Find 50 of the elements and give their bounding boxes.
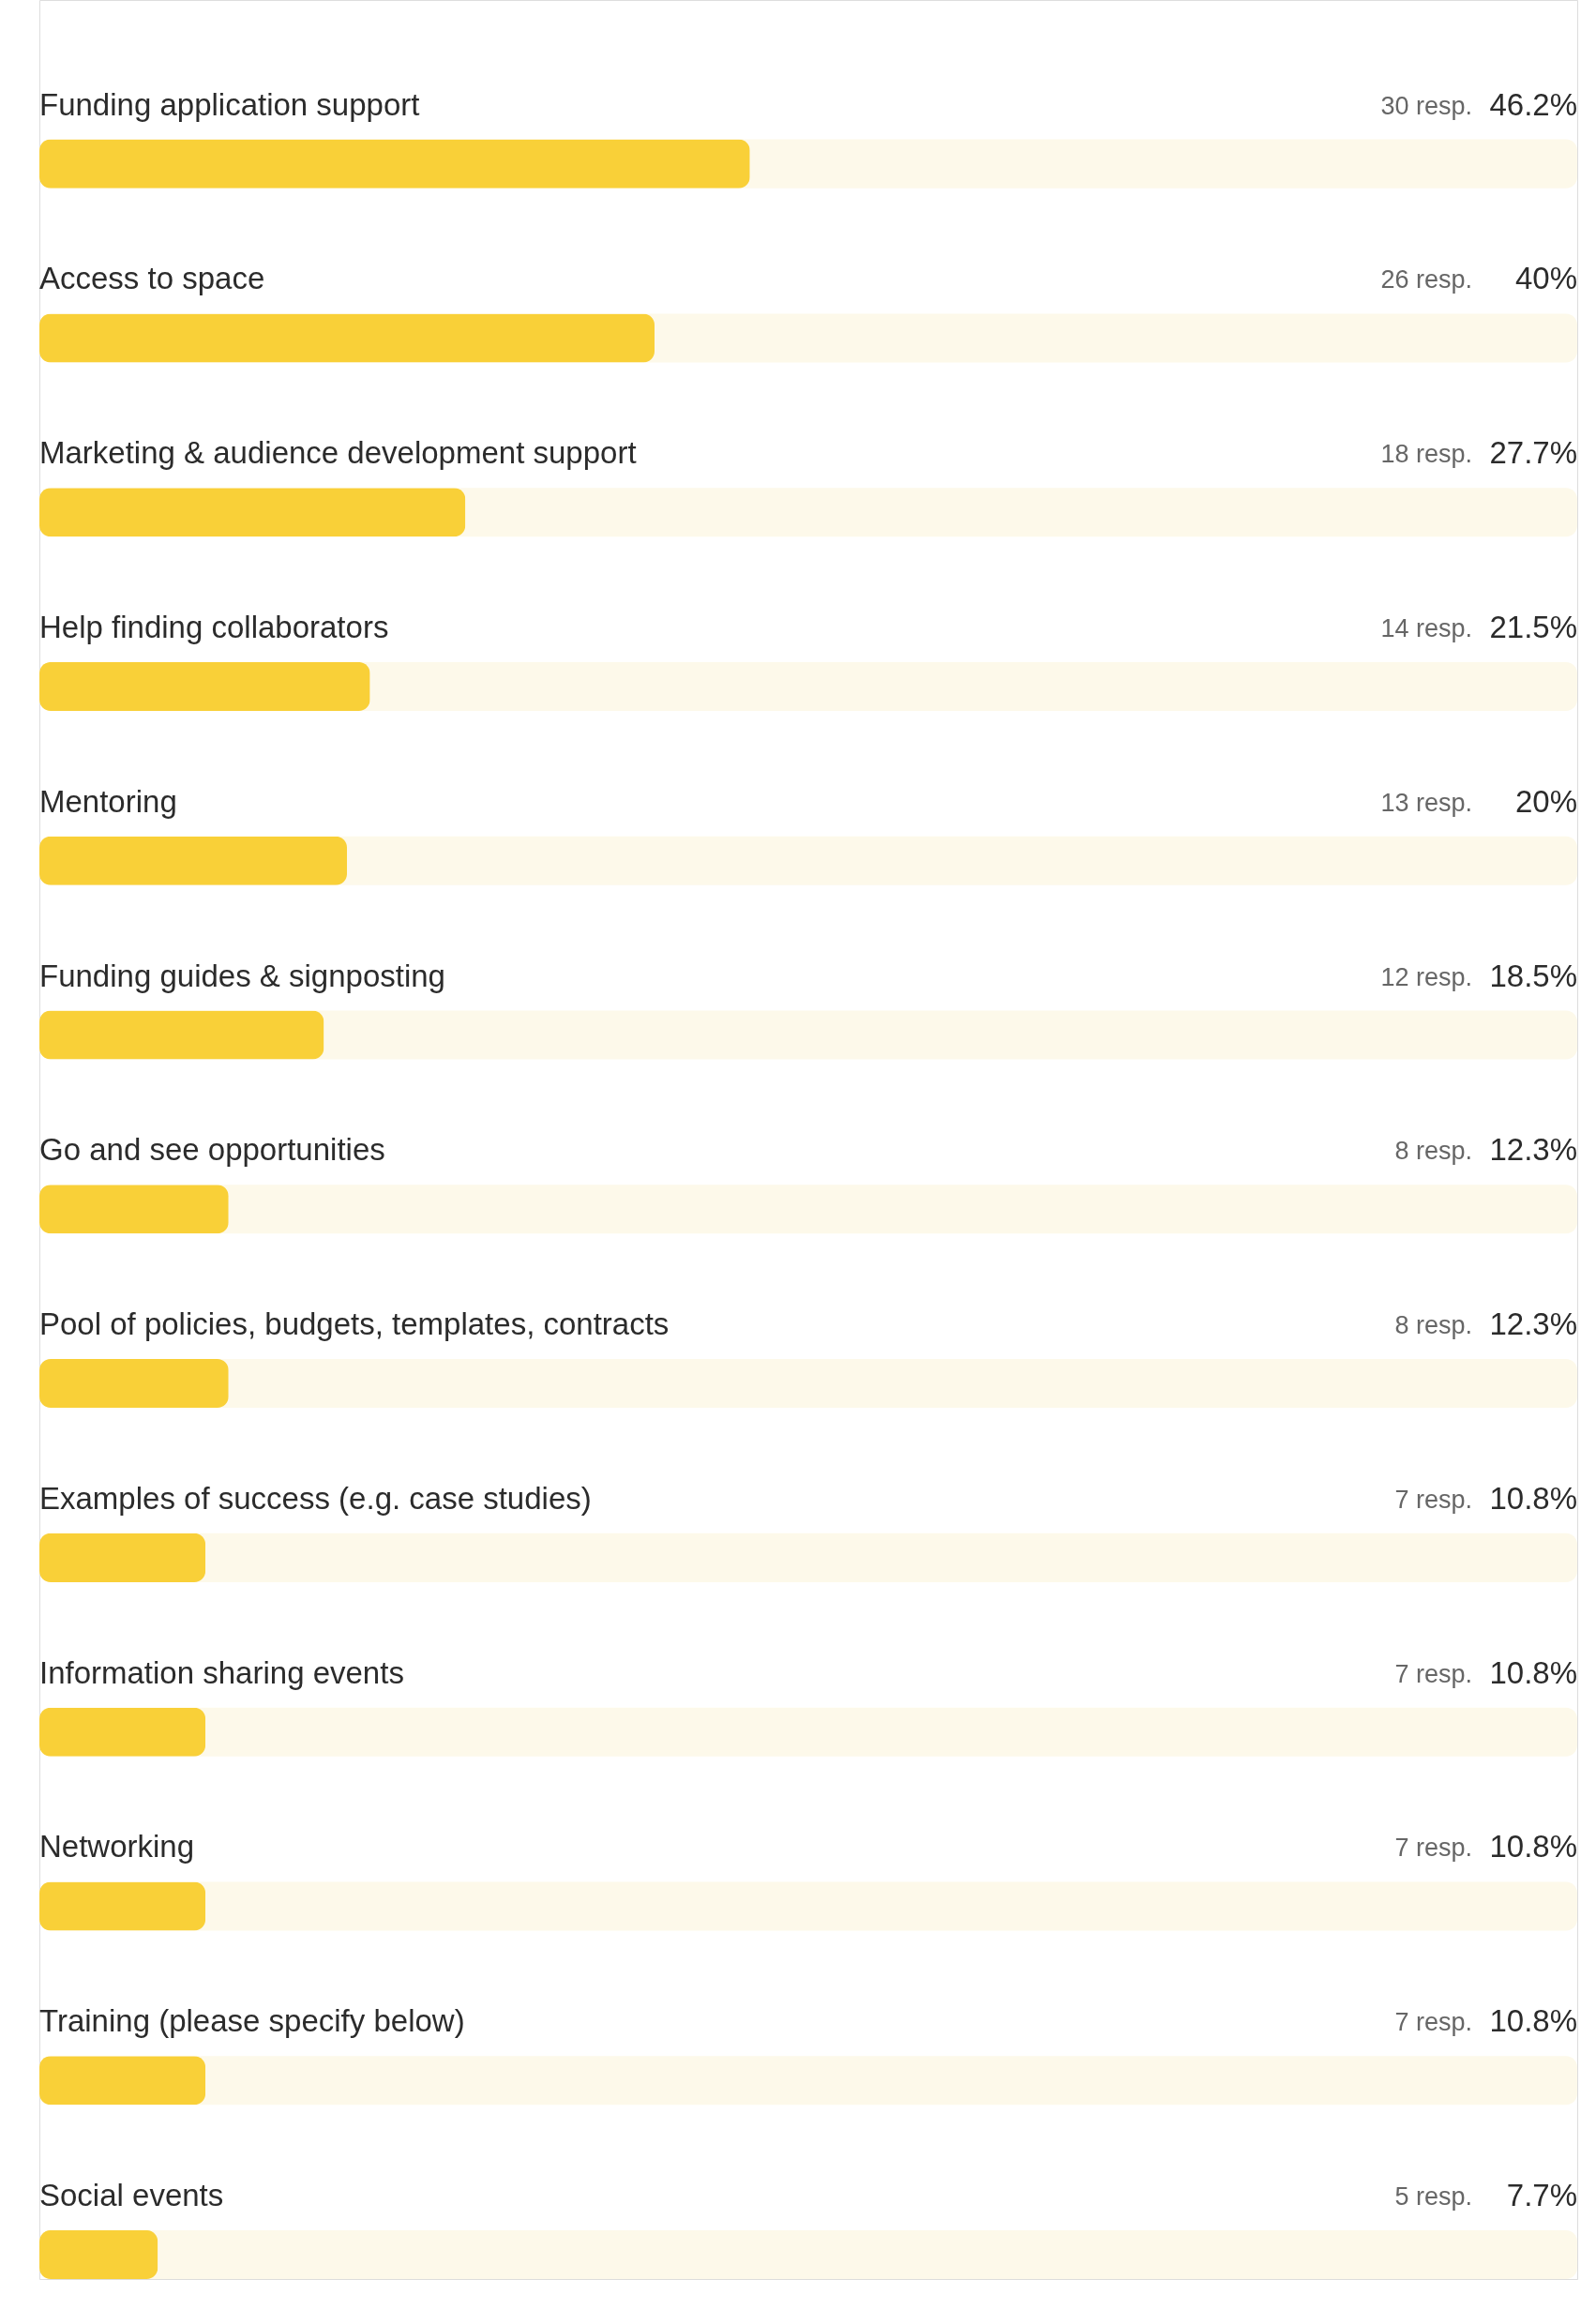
y-tick-label: Information sharing events	[39, 1654, 404, 1690]
data-label: 12.3%	[1489, 1306, 1577, 1342]
data-label: 10.8%	[1489, 1480, 1577, 1516]
y-tick-label: Help finding collaborators	[39, 609, 389, 644]
bar	[39, 661, 370, 711]
y-tick-label: Pool of policies, budgets, templates, contracts	[39, 1306, 670, 1342]
y-tick-label: Mentoring	[39, 783, 177, 819]
y-tick-label: Funding guides & signposting	[39, 958, 445, 993]
data-label: 20%	[1514, 783, 1577, 819]
data-label: 40%	[1514, 261, 1577, 296]
y-tick-label: Networking	[39, 1829, 195, 1865]
data-label: 21.5%	[1489, 609, 1577, 644]
bar	[39, 836, 347, 885]
annotation: 7 resp.	[1394, 1834, 1472, 1863]
annotation: 30 resp.	[1380, 91, 1472, 120]
annotation: 13 resp.	[1380, 788, 1472, 817]
annotation: 12 resp.	[1380, 962, 1472, 991]
annotation: 7 resp.	[1394, 2008, 1472, 2037]
bar	[39, 1010, 324, 1060]
data-label: 10.8%	[1489, 1654, 1577, 1690]
annotation: 8 resp.	[1394, 1137, 1472, 1166]
bar	[39, 2229, 158, 2279]
y-tick-label: Funding application support	[39, 86, 420, 122]
data-label: 10.8%	[1489, 2003, 1577, 2039]
bar	[39, 2056, 206, 2106]
y-tick-label: Go and see opportunities	[39, 1132, 385, 1168]
data-label: 10.8%	[1489, 1829, 1577, 1865]
data-label: 18.5%	[1489, 958, 1577, 993]
y-tick-label: Social events	[39, 2177, 224, 2212]
annotation: 7 resp.	[1394, 1659, 1472, 1688]
data-label: 27.7%	[1489, 435, 1577, 471]
annotation: 18 resp.	[1380, 440, 1472, 469]
data-label: 46.2%	[1489, 86, 1577, 122]
y-tick-label: Access to space	[39, 261, 265, 296]
annotation: 14 resp.	[1380, 613, 1472, 642]
data-label: 12.3%	[1489, 1132, 1577, 1168]
bar	[39, 488, 466, 537]
y-tick-label: Training (please specify below)	[39, 2003, 465, 2039]
bar	[39, 1185, 229, 1234]
bar	[39, 1707, 206, 1757]
bar	[39, 1881, 206, 1931]
annotation: 26 resp.	[1380, 265, 1472, 294]
bar	[39, 1359, 229, 1409]
annotation: 8 resp.	[1394, 1311, 1472, 1340]
data-label: 7.7%	[1506, 2177, 1577, 2212]
y-tick-label: Examples of success (e.g. case studies)	[39, 1480, 592, 1516]
y-tick-label: Marketing & audience development support	[39, 435, 637, 471]
bar	[39, 1532, 206, 1582]
annotation: 7 resp.	[1394, 1485, 1472, 1514]
annotation: 5 resp.	[1394, 2182, 1472, 2211]
